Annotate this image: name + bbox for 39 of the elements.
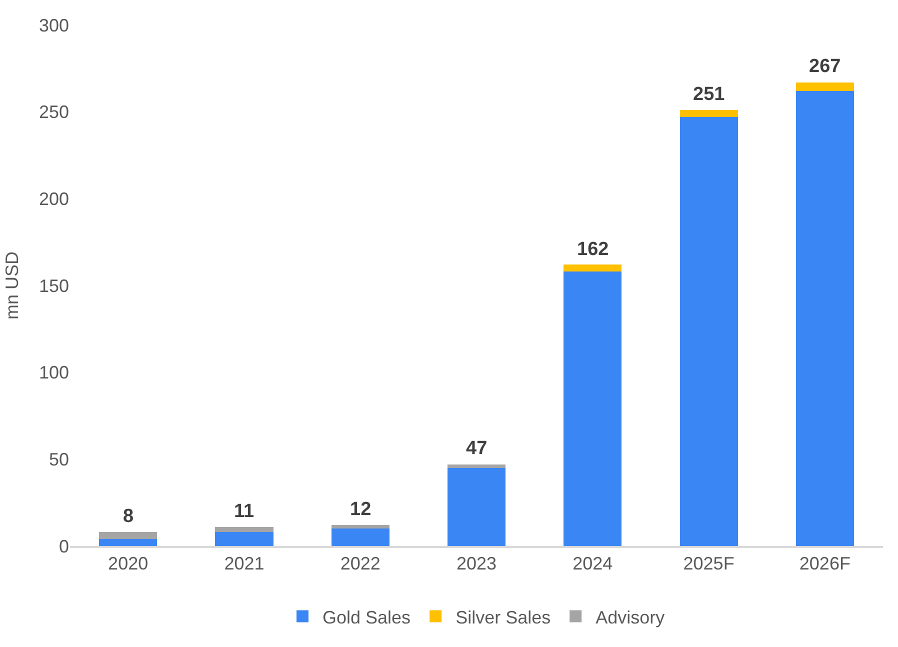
bar (331, 528, 390, 546)
bar (564, 264, 622, 272)
total-label: 47 (466, 438, 488, 459)
bar (331, 525, 390, 529)
x-tick-label: 2021 (224, 554, 264, 574)
total-label: 267 (809, 56, 841, 77)
bar (215, 526, 274, 532)
bar (447, 464, 506, 468)
bar (99, 532, 158, 540)
y-tick-label: 100 (38, 362, 69, 383)
legend-label: Advisory (596, 607, 665, 628)
x-tick-label: 2024 (572, 554, 613, 574)
y-axis-title: mn USD (2, 251, 22, 320)
legend-label: Gold Sales (322, 607, 411, 628)
bar (447, 468, 506, 546)
total-label: 11 (234, 501, 255, 522)
y-tick-label: 150 (38, 276, 69, 296)
x-tick-label: 2022 (340, 554, 380, 574)
total-label: 12 (350, 499, 372, 520)
bar (796, 90, 854, 546)
bar (796, 82, 854, 91)
y-tick-label: 0 (58, 536, 69, 556)
y-tick-label: 50 (48, 449, 69, 470)
bar (564, 272, 622, 546)
x-tick-label: 2025F (683, 554, 734, 574)
x-tick-label: 2023 (456, 554, 497, 574)
total-label: 251 (693, 84, 726, 105)
bar (680, 117, 738, 546)
bar (99, 539, 158, 546)
y-tick-label: 200 (38, 188, 69, 209)
bar (680, 110, 738, 118)
y-tick-label: 300 (38, 15, 69, 36)
bar (215, 532, 274, 546)
y-tick-label: 250 (38, 102, 69, 122)
legend-label: Silver Sales (456, 607, 551, 628)
total-label: 162 (577, 239, 609, 260)
x-tick-label: 2026F (799, 554, 850, 574)
total-label: 8 (123, 506, 134, 527)
x-tick-label: 2020 (108, 554, 148, 574)
